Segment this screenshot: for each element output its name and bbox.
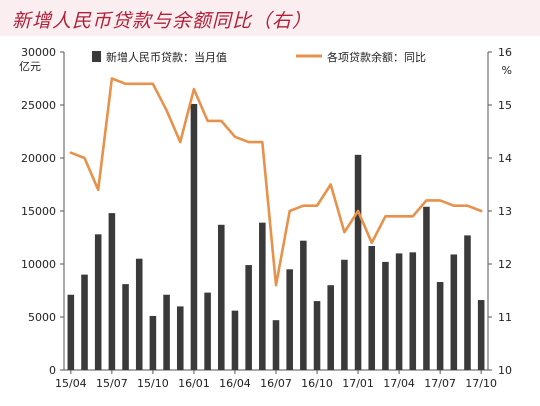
bar [67, 294, 75, 370]
x-tick-label: 17/10 [465, 377, 497, 390]
bar [450, 254, 458, 370]
x-tick-label: 15/10 [137, 377, 169, 390]
bar [272, 320, 280, 370]
bar [259, 222, 266, 370]
right-tick-label: 14 [498, 152, 512, 165]
right-axis: 10 11 12 13 14 15 16% [488, 46, 512, 377]
bar [368, 245, 376, 370]
right-tick-label: 16 [498, 46, 512, 59]
bar [477, 300, 485, 370]
x-tick-label: 15/04 [55, 377, 87, 390]
bar [423, 206, 430, 370]
title-bar: 新增人民币贷款与余额同比（右） [0, 0, 540, 36]
bar [409, 252, 417, 370]
bar [395, 253, 403, 370]
bar [149, 315, 157, 370]
right-tick-label: 10 [498, 364, 512, 377]
x-tick-label: 17/04 [383, 377, 415, 390]
bar [327, 285, 334, 370]
right-tick-label: 11 [498, 311, 512, 324]
bar [300, 240, 307, 370]
bar [218, 224, 225, 370]
bar [231, 310, 239, 370]
bar [176, 306, 184, 370]
left-tick-label: 30000 [21, 46, 56, 59]
bar [163, 294, 170, 370]
bar [464, 235, 471, 370]
bar [286, 269, 293, 370]
bar [382, 261, 389, 370]
bar [313, 301, 321, 370]
left-tick-label: 20000 [21, 152, 56, 165]
bar [436, 282, 444, 370]
x-axis: 15/04 15/07 15/10 16/01 16/04 16/07 16/10 17/01… [55, 370, 497, 390]
bar [81, 274, 88, 370]
bar [354, 154, 362, 370]
chart-title: 新增人民币贷款与余额同比（右） [12, 10, 313, 32]
yoy-growth-line [69, 77, 483, 287]
bar [204, 292, 211, 370]
x-tick-label: 17/01 [342, 377, 374, 390]
left-tick-label: 25000 [21, 99, 56, 112]
x-tick-label: 16/07 [260, 377, 292, 390]
left-tick-label: 15000 [21, 205, 56, 218]
legend-bar-swatch [92, 51, 101, 62]
bar [135, 258, 143, 370]
x-tick-label: 15/07 [96, 377, 128, 390]
x-tick-label: 17/07 [424, 377, 456, 390]
right-tick-label: 13 [498, 205, 512, 218]
x-tick-label: 16/10 [301, 377, 333, 390]
x-tick-label: 16/01 [178, 377, 210, 390]
left-tick-label: 5000 [28, 311, 56, 324]
bar [122, 284, 129, 370]
left-tick-label: 0 [49, 364, 56, 377]
line-series [69, 77, 483, 287]
x-tick-label: 16/04 [219, 377, 251, 390]
right-axis-unit: % [502, 64, 512, 77]
left-axis-unit: 亿元 [19, 60, 41, 73]
right-tick-label: 12 [498, 258, 512, 271]
right-tick-label: 15 [498, 99, 512, 112]
legend: 新增人民币贷款：当月值 各项贷款余额：同比 [92, 50, 426, 64]
bar-series [67, 103, 485, 370]
bar [341, 259, 348, 370]
legend-bar-label: 新增人民币贷款：当月值 [106, 50, 227, 64]
left-tick-label: 10000 [21, 258, 56, 271]
legend-line-label: 各项贷款余额：同比 [327, 50, 426, 64]
bar [108, 213, 116, 370]
bar [245, 265, 252, 370]
bar [94, 234, 102, 370]
bar [190, 103, 198, 370]
